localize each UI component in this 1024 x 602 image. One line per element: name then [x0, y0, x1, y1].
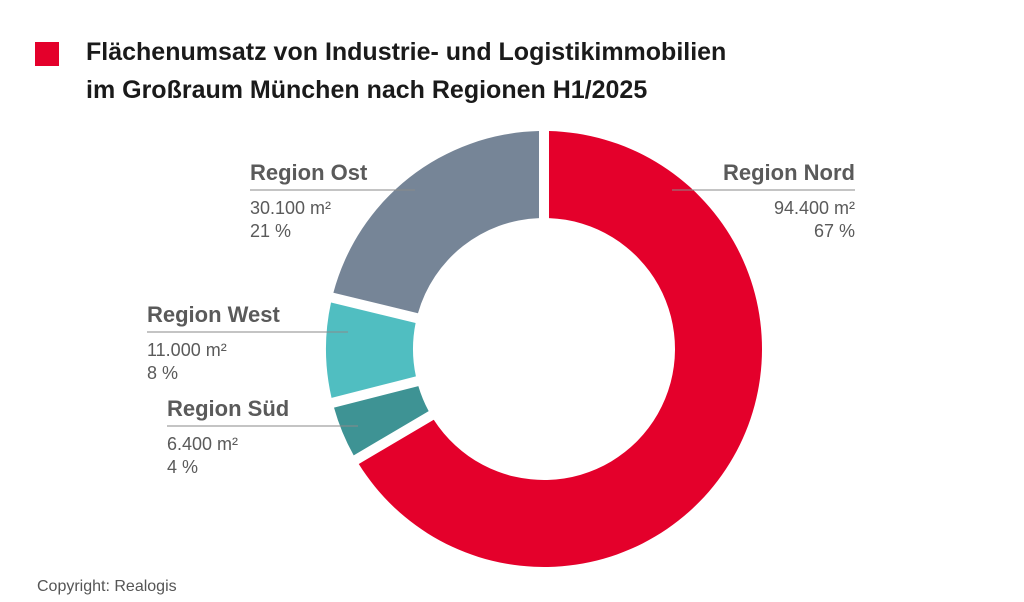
label-name-region-ost: Region Ost	[250, 160, 368, 185]
label-value-region-s-d: 6.400 m²	[167, 434, 238, 454]
chart-title-line-2: im Großraum München nach Regionen H1/202…	[86, 76, 648, 104]
donut-slices	[325, 131, 762, 567]
chart-title: Flächenumsatz von Industrie- und Logisti…	[86, 33, 726, 109]
chart-title-line-1: Flächenumsatz von Industrie- und Logisti…	[86, 38, 727, 66]
label-name-region-nord: Region Nord	[723, 160, 855, 185]
label-value-region-ost: 30.100 m²	[250, 198, 331, 218]
label-percent-region-west: 8 %	[147, 363, 178, 383]
copyright-text: Copyright: Realogis	[37, 578, 177, 595]
label-name-region-s-d: Region Süd	[167, 396, 289, 421]
label-value-region-nord: 94.400 m²	[774, 198, 855, 218]
slice-region-ost	[333, 131, 540, 314]
label-leader-lines	[147, 189, 855, 427]
slice-region-nord	[358, 131, 762, 567]
label-name-region-west: Region West	[147, 302, 281, 327]
slice-region-s-d	[334, 386, 429, 456]
slice-region-west	[325, 302, 416, 398]
label-percent-region-nord: 67 %	[814, 221, 855, 241]
label-percent-region-ost: 21 %	[250, 221, 291, 241]
label-percent-region-s-d: 4 %	[167, 457, 198, 477]
slice-labels: Region Nord 94.400 m² 67 % Region Süd 6.400 …	[147, 160, 855, 477]
label-value-region-west: 11.000 m²	[147, 340, 227, 360]
title-marker	[35, 42, 59, 66]
